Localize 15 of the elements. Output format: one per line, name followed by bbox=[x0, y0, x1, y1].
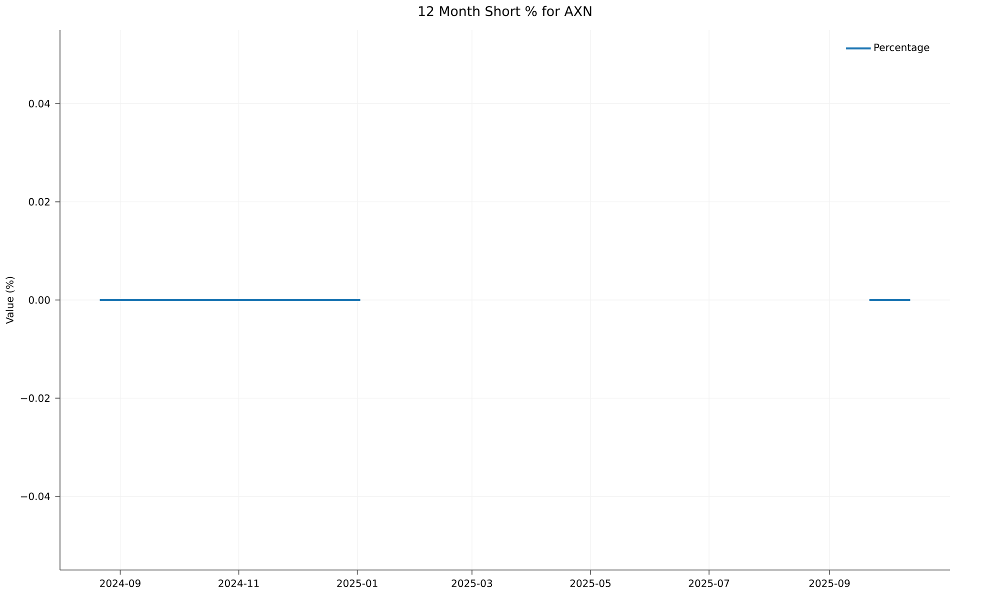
x-tick-label: 2024-11 bbox=[218, 580, 259, 588]
chart-title: 12 Month Short % for AXN bbox=[418, 6, 592, 16]
y-tick-label: 0.00 bbox=[28, 296, 50, 304]
y-tick-label: −0.04 bbox=[20, 492, 50, 500]
y-tick-label: 0.02 bbox=[28, 198, 50, 206]
x-tick-label: 2025-03 bbox=[452, 580, 492, 588]
y-axis-title: Value (%) bbox=[6, 276, 15, 324]
y-tick-label: 0.04 bbox=[28, 100, 50, 108]
x-tick-label: 2025-09 bbox=[809, 580, 850, 588]
legend-label: Percentage bbox=[874, 44, 930, 54]
y-tick-label: −0.02 bbox=[20, 394, 50, 402]
x-tick-label: 2025-01 bbox=[337, 580, 378, 588]
x-tick-label: 2025-05 bbox=[570, 580, 611, 588]
x-tick-label: 2024-09 bbox=[100, 580, 140, 588]
x-tick-label: 2025-07 bbox=[688, 580, 730, 588]
